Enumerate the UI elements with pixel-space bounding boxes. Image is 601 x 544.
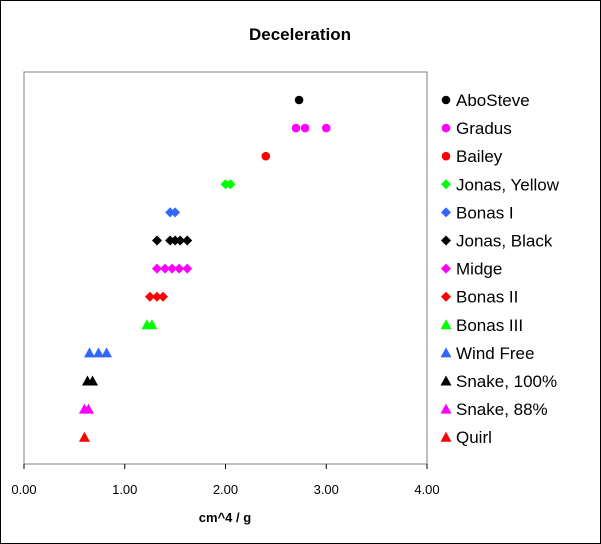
- data-point: [220, 179, 231, 190]
- legend-marker: [441, 207, 451, 218]
- legend-label: Jonas, Black: [456, 232, 553, 251]
- data-point: [160, 263, 171, 274]
- data-point: [182, 235, 193, 246]
- legend-label: Quirl: [456, 428, 492, 447]
- data-point: [170, 207, 181, 218]
- legend-marker: [441, 179, 451, 190]
- legend: AboSteve Gradus Bailey Jonas, Yellow Bonas I…: [440, 91, 560, 447]
- legend-marker: [440, 347, 452, 358]
- data-point: [165, 207, 176, 218]
- data-point: [165, 235, 176, 246]
- data-point: [158, 291, 169, 302]
- legend-marker: [440, 319, 452, 330]
- data-point: [175, 235, 186, 246]
- data-point: [82, 403, 94, 414]
- data-point: [300, 123, 310, 133]
- data-point: [78, 431, 90, 442]
- legend-marker: [441, 123, 451, 133]
- data-point: [294, 95, 304, 105]
- legend-marker: [440, 403, 452, 414]
- data-point: [93, 347, 105, 358]
- legend-label: Snake, 100%: [456, 372, 557, 391]
- data-point: [151, 263, 162, 274]
- data-point: [291, 123, 301, 133]
- data-point: [167, 263, 178, 274]
- x-axis: 0.00 1.00 2.00 3.00 4.00: [11, 464, 440, 497]
- data-point: [101, 347, 113, 358]
- legend-label: Bonas II: [456, 288, 518, 307]
- legend-label: Jonas, Yellow: [456, 175, 560, 194]
- data-point: [261, 151, 271, 161]
- x-tick-label: 0.00: [11, 482, 36, 497]
- x-tick-label: 1.00: [112, 482, 137, 497]
- legend-marker: [440, 431, 452, 442]
- data-point: [144, 291, 155, 302]
- x-tick-label: 3.00: [314, 482, 339, 497]
- legend-marker: [441, 291, 451, 302]
- data-point: [151, 291, 162, 302]
- data-point: [146, 319, 158, 330]
- x-tick-label: 4.00: [414, 482, 439, 497]
- data-point: [170, 235, 181, 246]
- data-point: [182, 263, 193, 274]
- data-point: [87, 375, 99, 386]
- legend-label: Snake, 88%: [456, 400, 548, 419]
- data-points: [78, 95, 331, 442]
- legend-label: Gradus: [456, 119, 512, 138]
- legend-marker: [441, 235, 451, 246]
- data-point: [83, 347, 95, 358]
- legend-label: AboSteve: [456, 91, 530, 110]
- data-point: [321, 123, 331, 133]
- data-point: [151, 235, 162, 246]
- x-tick-label: 2.00: [213, 482, 238, 497]
- legend-label: Bailey: [456, 147, 503, 166]
- data-point: [174, 263, 185, 274]
- chart-title: Deceleration: [249, 25, 351, 44]
- legend-label: Wind Free: [456, 344, 534, 363]
- legend-label: Bonas I: [456, 203, 514, 222]
- x-axis-label: cm^4 / g: [199, 510, 251, 525]
- legend-marker: [441, 151, 451, 161]
- legend-marker: [440, 375, 452, 386]
- legend-marker: [441, 263, 451, 274]
- legend-marker: [441, 95, 451, 105]
- legend-label: Midge: [456, 260, 502, 279]
- legend-label: Bonas III: [456, 316, 523, 335]
- data-point: [225, 179, 236, 190]
